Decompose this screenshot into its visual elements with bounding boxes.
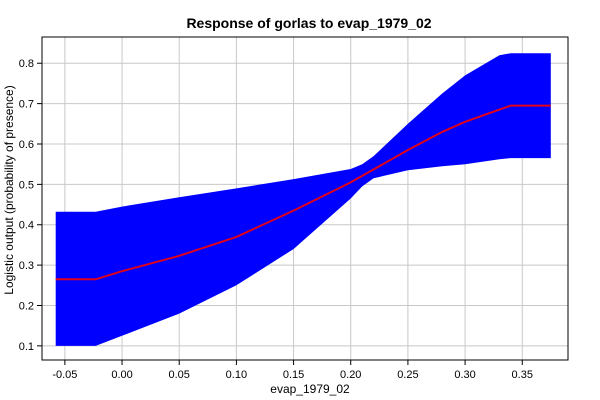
x-axis-title: evap_1979_02 — [270, 382, 350, 396]
plot-frame — [41, 36, 569, 361]
x-tick-label: 0.20 — [340, 369, 361, 381]
x-tick-label: 0.25 — [397, 369, 418, 381]
mean-response-line — [55, 104, 551, 281]
y-tick-label: 0.1 — [19, 341, 34, 353]
y-axis-title: Logistic output (probability of presence… — [2, 85, 16, 294]
x-tick-label: 0.10 — [226, 369, 247, 381]
y-tick-label: 0.2 — [19, 300, 34, 312]
x-tick-label: 0.35 — [512, 369, 533, 381]
x-tick-label: 0.00 — [111, 369, 132, 381]
y-tick-label: 0.5 — [19, 179, 34, 191]
y-tick-label: 0.6 — [19, 139, 34, 151]
confidence-band — [55, 53, 551, 346]
y-axis: 0.1 0.2 0.3 0.4 0.5 0.6 0.7 0.8 — [19, 58, 42, 353]
x-tick-label: 0.15 — [283, 369, 304, 381]
y-tick-label: 0.4 — [19, 220, 34, 232]
chart-title: Response of gorlas to evap_1979_02 — [186, 15, 431, 31]
x-tick-label: 0.05 — [169, 369, 190, 381]
y-tick-label: 0.8 — [19, 58, 34, 70]
x-axis: -0.05 0.00 0.05 0.10 0.15 0.20 0.25 0.30 0.35 — [52, 360, 533, 381]
y-tick-label: 0.7 — [19, 99, 34, 111]
x-tick-label: -0.05 — [52, 369, 77, 381]
y-tick-label: 0.3 — [19, 260, 34, 272]
x-tick-label: 0.30 — [454, 369, 475, 381]
